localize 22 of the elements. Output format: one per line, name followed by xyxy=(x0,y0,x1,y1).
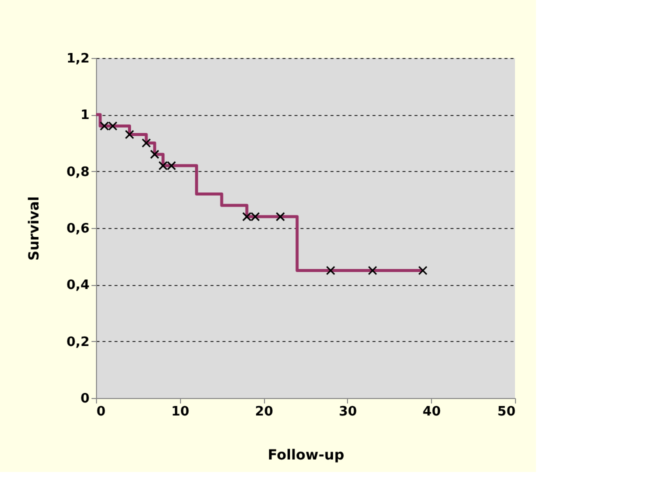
x-tick-label: 30 xyxy=(338,404,357,420)
y-tick-label: 0,6 xyxy=(66,222,90,236)
point xyxy=(326,266,336,276)
y-tick-label: 1,2 xyxy=(66,52,90,66)
point xyxy=(150,150,160,159)
y-tick-label: 1 xyxy=(80,108,90,124)
x-axis-title: Follow-up xyxy=(268,448,344,464)
point xyxy=(142,138,151,148)
point xyxy=(368,266,378,276)
y-tick-label: 0,8 xyxy=(66,164,90,180)
x-tick-label: 50 xyxy=(497,404,516,420)
x-tick-label: 10 xyxy=(171,404,190,420)
x-tick-label: 20 xyxy=(255,404,274,420)
point xyxy=(276,212,285,222)
y-tick-label: 0 xyxy=(80,392,90,406)
y-tick-label: 0,4 xyxy=(66,278,90,294)
point xyxy=(418,266,428,276)
x-tick-label: 0 xyxy=(96,404,106,420)
y-tick-label: 0,2 xyxy=(66,334,90,350)
y-axis-title: Survival xyxy=(26,196,42,261)
x-tick-label: 40 xyxy=(422,404,441,420)
point xyxy=(124,130,134,140)
